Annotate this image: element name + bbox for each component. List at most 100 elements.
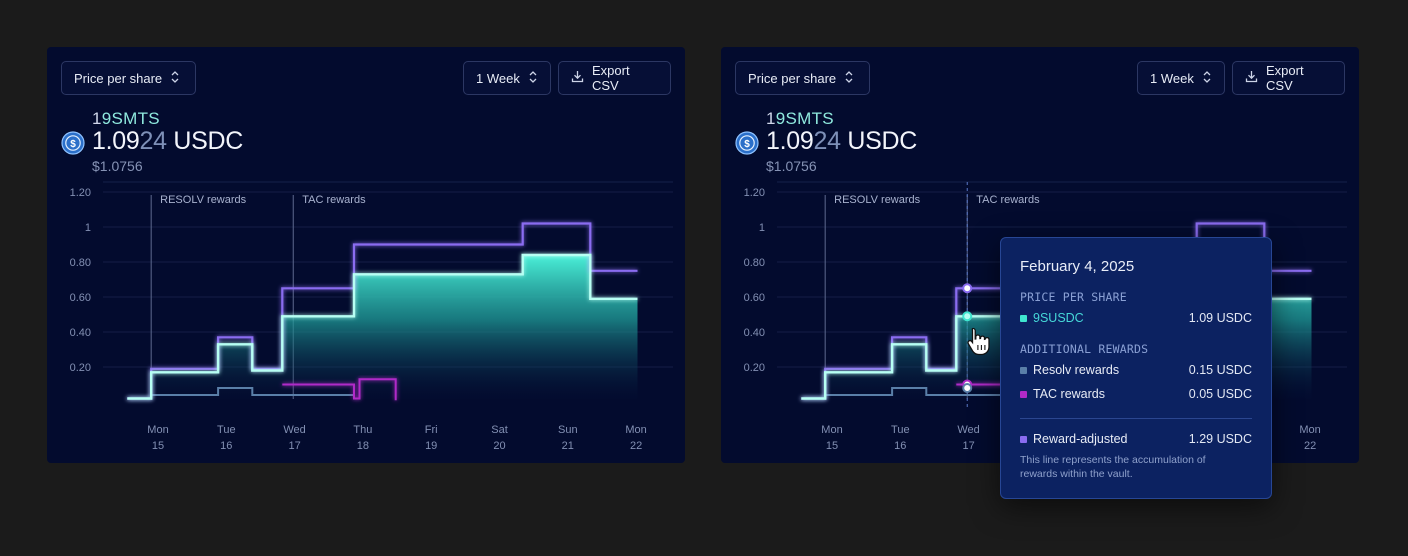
- svg-text:$: $: [744, 139, 750, 150]
- tooltip-row-tac: TAC rewards 0.05 USDC: [1020, 387, 1252, 401]
- x-tick-day: Tue: [891, 424, 910, 436]
- legend-swatch-tac: [1020, 390, 1027, 398]
- metric-select[interactable]: Price per share: [735, 61, 870, 95]
- legend-swatch-adjusted: [1020, 435, 1027, 443]
- price-area: [127, 255, 638, 399]
- annotation-label: RESOLV rewards: [160, 194, 246, 206]
- price-chart-panel: Price per share 1 Week Export CSV 19SMTS…: [47, 47, 685, 463]
- usdc-coin-icon: $: [61, 131, 85, 155]
- x-tick-date: 20: [493, 440, 505, 452]
- x-tick-day: Wed: [957, 424, 979, 436]
- y-tick-label: 0.60: [70, 292, 91, 304]
- usd-price: $1.0756: [766, 158, 817, 174]
- legend-swatch-resolv: [1020, 366, 1027, 374]
- x-tick-date: 16: [220, 440, 232, 452]
- tooltip-section-rewards: ADDITIONAL REWARDS: [1020, 342, 1149, 356]
- tooltip-adjusted-label: Reward-adjusted: [1033, 432, 1128, 446]
- usdc-coin-icon: $: [735, 131, 759, 155]
- y-tick-label: 0.80: [744, 257, 765, 269]
- chevron-up-down-icon: [170, 70, 180, 86]
- x-tick-date: 18: [357, 440, 369, 452]
- x-tick-date: 17: [288, 440, 300, 452]
- x-tick-day: Tue: [217, 424, 236, 436]
- legend-swatch-price: [1020, 314, 1027, 322]
- share-price: 1.0924 USDC: [92, 127, 243, 155]
- metric-select-label: Price per share: [748, 70, 837, 86]
- y-tick-label: 0.40: [70, 327, 91, 339]
- resolv-rewards-line: [825, 387, 1028, 396]
- tooltip-price-label: 9SUSDC: [1033, 311, 1084, 325]
- export-csv-button[interactable]: Export CSV: [1232, 61, 1345, 95]
- x-tick-date: 16: [894, 440, 906, 452]
- annotation-label: TAC rewards: [302, 194, 366, 206]
- metric-select[interactable]: Price per share: [61, 61, 196, 95]
- x-tick-day: Fri: [425, 424, 438, 436]
- y-tick-label: 0.60: [744, 292, 765, 304]
- range-select[interactable]: 1 Week: [463, 61, 551, 95]
- share-price: 1.0924 USDC: [766, 127, 917, 155]
- export-csv-label: Export CSV: [592, 63, 630, 93]
- tooltip-row-price: 9SUSDC 1.09 USDC: [1020, 311, 1252, 325]
- tooltip-tac-label: TAC rewards: [1033, 387, 1106, 401]
- y-tick-label: 1.20: [744, 187, 765, 199]
- tooltip-note: This line represents the accumulation of…: [1020, 454, 1206, 480]
- tooltip-date: February 4, 2025: [1020, 258, 1135, 275]
- x-tick-date: 15: [826, 440, 838, 452]
- x-tick-date: 19: [425, 440, 437, 452]
- annotation-label: TAC rewards: [976, 194, 1040, 206]
- x-tick-date: 15: [152, 440, 164, 452]
- export-csv-button[interactable]: Export CSV: [558, 61, 671, 95]
- x-tick-day: Thu: [353, 424, 372, 436]
- vault-symbol: 19SMTS: [766, 109, 834, 128]
- resolv-rewards-line: [151, 387, 354, 396]
- y-tick-label: 0.20: [70, 362, 91, 374]
- x-tick-date: 22: [1304, 440, 1316, 452]
- hover-point: [962, 283, 973, 294]
- x-tick-day: Wed: [283, 424, 305, 436]
- x-tick-day: Mon: [1299, 424, 1320, 436]
- tooltip-row-resolv: Resolv rewards 0.15 USDC: [1020, 363, 1252, 377]
- hand-pointer-icon: [967, 327, 990, 356]
- chevron-up-down-icon: [528, 70, 538, 86]
- tooltip-section-price: PRICE PER SHARE: [1020, 290, 1127, 304]
- y-tick-label: 0.20: [744, 362, 765, 374]
- annotation-label: RESOLV rewards: [834, 194, 920, 206]
- tooltip-divider: [1020, 418, 1252, 419]
- hover-point: [962, 383, 973, 393]
- tooltip-adjusted-value: 1.29 USDC: [1188, 432, 1252, 446]
- x-tick-date: 21: [562, 440, 574, 452]
- svg-text:$: $: [70, 139, 76, 150]
- range-select-label: 1 Week: [476, 70, 520, 86]
- tooltip-tac-value: 0.05 USDC: [1188, 387, 1252, 401]
- vault-symbol: 19SMTS: [92, 109, 160, 128]
- x-tick-day: Mon: [147, 424, 168, 436]
- y-tick-label: 1.20: [70, 187, 91, 199]
- y-tick-label: 0.80: [70, 257, 91, 269]
- x-tick-date: 17: [962, 440, 974, 452]
- price-chart[interactable]: 1.20 1 0.80 0.60 0.40 0.20 RESOLV rewards TAC r…: [47, 167, 685, 457]
- tac-rewards-line: [282, 378, 397, 401]
- y-tick-label: 1: [759, 222, 765, 234]
- metric-select-label: Price per share: [74, 70, 163, 86]
- y-tick-label: 0.40: [744, 327, 765, 339]
- usd-price: $1.0756: [92, 158, 143, 174]
- range-select-label: 1 Week: [1150, 70, 1194, 86]
- price-line: [127, 253, 638, 400]
- x-tick-day: Mon: [625, 424, 646, 436]
- x-tick-date: 22: [630, 440, 642, 452]
- tooltip-resolv-label: Resolv rewards: [1033, 363, 1120, 377]
- export-csv-label: Export CSV: [1266, 63, 1304, 93]
- x-tick-day: Sun: [558, 424, 578, 436]
- tooltip-resolv-value: 0.15 USDC: [1188, 363, 1252, 377]
- download-icon: [571, 70, 584, 86]
- x-tick-day: Mon: [821, 424, 842, 436]
- chart-tooltip: February 4, 2025 PRICE PER SHARE 9SUSDC …: [1000, 237, 1272, 499]
- range-select[interactable]: 1 Week: [1137, 61, 1225, 95]
- chevron-up-down-icon: [844, 70, 854, 86]
- y-tick-label: 1: [85, 222, 91, 234]
- tooltip-row-adjusted: Reward-adjusted 1.29 USDC: [1020, 432, 1252, 446]
- download-icon: [1245, 70, 1258, 86]
- tooltip-price-value: 1.09 USDC: [1188, 311, 1252, 325]
- x-tick-day: Sat: [491, 424, 508, 436]
- chevron-up-down-icon: [1202, 70, 1212, 86]
